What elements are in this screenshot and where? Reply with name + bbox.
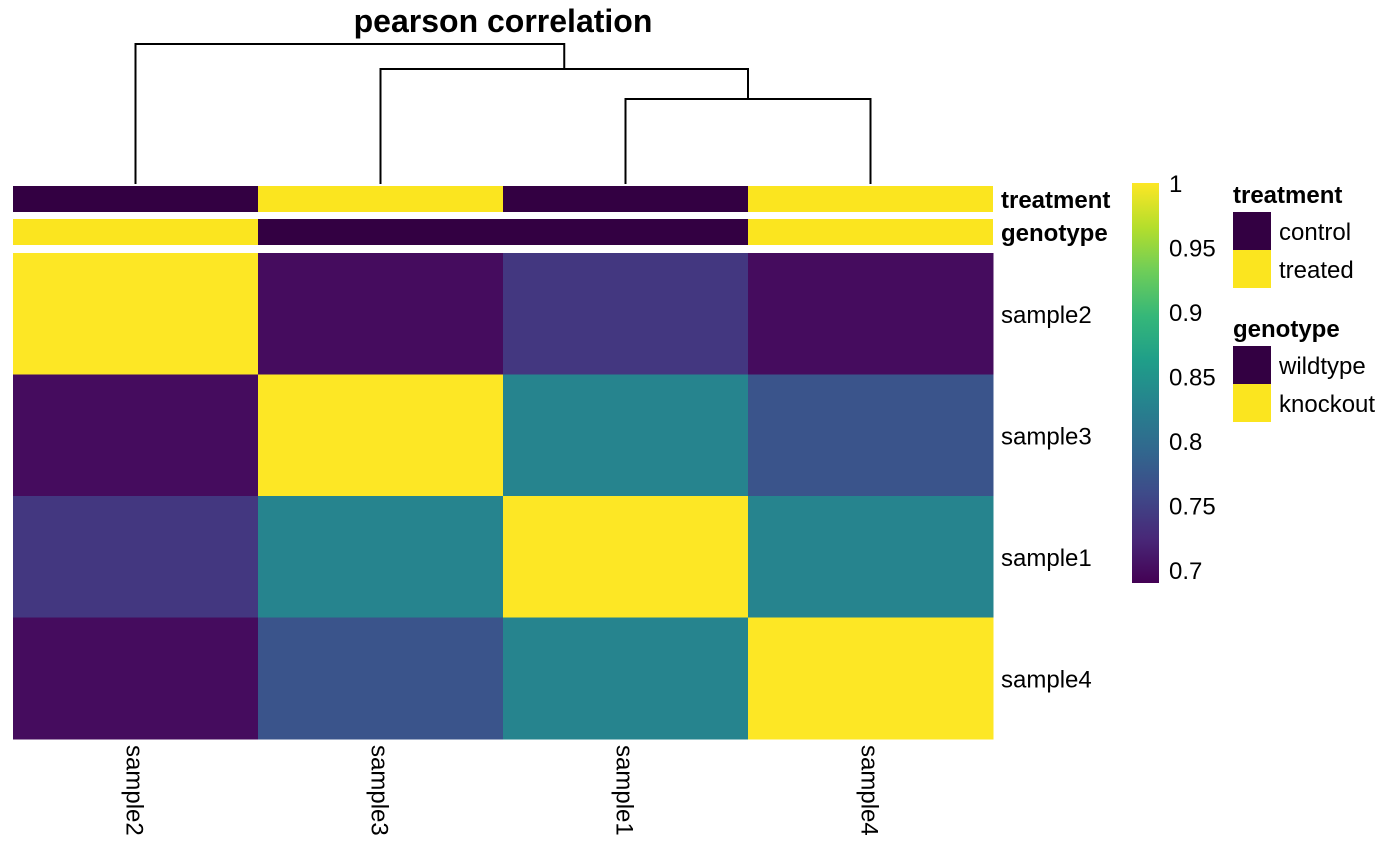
heatmap-cell <box>503 496 749 618</box>
column-label: sample2 <box>121 745 148 836</box>
legend-swatch <box>1233 250 1271 288</box>
legend-swatch <box>1233 384 1271 422</box>
column-label: sample3 <box>366 745 393 836</box>
heatmap-cell <box>13 617 259 740</box>
annotation-cell-treatment <box>258 186 503 212</box>
heatmap-cell <box>748 374 994 497</box>
heatmap-cell <box>258 374 504 497</box>
row-label: sample3 <box>1001 423 1092 450</box>
color-scale-tick: 0.95 <box>1169 236 1216 263</box>
legend-swatch <box>1233 212 1271 250</box>
legend-swatch <box>1233 346 1271 384</box>
row-label: sample4 <box>1001 666 1092 693</box>
heatmap-cell <box>258 617 504 740</box>
color-scale-legend: 1 0.95 0.9 0.85 0.8 0.75 0.7 <box>1132 171 1216 585</box>
row-label: sample2 <box>1001 302 1092 329</box>
row-labels: sample2 sample3 sample1 sample4 <box>1001 302 1092 694</box>
row-label: sample1 <box>1001 545 1092 572</box>
annotation-bars: treatment genotype <box>13 186 1110 247</box>
color-scale-tick: 0.8 <box>1169 429 1202 456</box>
legend-label: treated <box>1279 257 1354 284</box>
legend-label: knockout <box>1279 391 1375 418</box>
legend-label: wildtype <box>1278 353 1366 380</box>
annotation-cell-genotype <box>13 219 258 245</box>
annotation-legends: treatment control treated genotype wildtype k… <box>1233 182 1375 422</box>
heatmap-cell <box>748 496 994 618</box>
heatmap-body <box>13 253 994 740</box>
annotation-cell-treatment <box>13 186 258 212</box>
heatmap-cell <box>13 496 259 618</box>
color-scale-tick: 0.7 <box>1169 558 1202 585</box>
color-scale-bar <box>1132 183 1159 583</box>
annotation-cell-genotype <box>258 219 503 245</box>
heatmap-cell <box>258 253 504 375</box>
annotation-cell-genotype <box>748 219 993 245</box>
annotation-label-genotype: genotype <box>1001 220 1108 247</box>
legend-title: treatment <box>1233 182 1342 209</box>
color-scale-tick: 0.75 <box>1169 494 1216 521</box>
heatmap-cell <box>503 374 749 497</box>
chart-title: pearson correlation <box>354 3 653 39</box>
heatmap-cell <box>13 374 259 497</box>
heatmap-cell <box>503 617 749 740</box>
column-label: sample1 <box>611 745 638 836</box>
dendrogram-branch <box>134 43 566 184</box>
annotation-cell-genotype <box>503 219 748 245</box>
color-scale-tick: 0.9 <box>1169 300 1202 327</box>
legend-title: genotype <box>1233 316 1340 343</box>
color-scale-tick: 0.85 <box>1169 365 1216 392</box>
annotation-cell-treatment <box>503 186 748 212</box>
column-dendrogram <box>134 43 872 184</box>
color-scale-tick: 1 <box>1169 171 1182 198</box>
dendrogram-branch <box>379 68 749 184</box>
heatmap-cell <box>748 617 994 740</box>
dendrogram-branch <box>624 98 872 184</box>
heatmap-cell <box>748 253 994 375</box>
legend-label: control <box>1279 219 1351 246</box>
annotation-label-treatment: treatment <box>1001 187 1110 214</box>
annotation-cell-treatment <box>748 186 993 212</box>
column-labels: sample2 sample3 sample1 sample4 <box>121 745 883 836</box>
heatmap-cell <box>13 253 259 375</box>
column-label: sample4 <box>856 745 883 836</box>
heatmap-cell <box>258 496 504 618</box>
heatmap-cell <box>503 253 749 375</box>
